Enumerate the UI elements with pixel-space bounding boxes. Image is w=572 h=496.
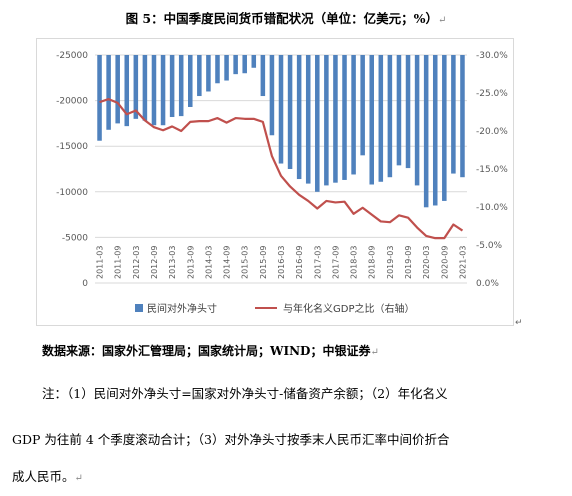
bar — [305, 55, 311, 184]
bar — [124, 55, 130, 127]
x-category-label: 2015-03 — [241, 246, 250, 279]
y-right-tick-label: -15.0% — [476, 165, 508, 175]
note-line-3-text: 成人民币。 — [12, 469, 75, 484]
bar — [242, 55, 247, 74]
note-line-1: 注：（1）民间对外净头寸=国家对外净头寸-储备资产余额；（2）年化名义 — [12, 383, 562, 402]
y-right-tick-label: -20.0% — [476, 127, 508, 137]
bar — [97, 55, 102, 141]
bar — [160, 55, 166, 126]
note-line-2-text: GDP 为往前 4 个季度滚动合计；（3）对外净头寸按季末人民币汇率中间价折合 — [12, 432, 450, 447]
bar — [188, 55, 193, 107]
y-left-tick-label: -15000 — [56, 142, 88, 152]
bar — [278, 55, 284, 164]
paragraph-mark: ↵ — [370, 347, 379, 358]
note-line-2: GDP 为往前 4 个季度滚动合计；（3）对外净头寸按季末人民币汇率中间价折合 — [12, 429, 562, 448]
bar — [378, 55, 384, 182]
x-category-label: 2020-09 — [440, 246, 449, 279]
y-right-tick-label: -25.0% — [476, 89, 508, 99]
legend-swatch-bars — [135, 304, 143, 312]
y-left-tick-label: 0 — [82, 279, 88, 289]
data-source: 数据来源：国家外汇管理局；国家统计局；WIND；中银证券↵ — [42, 342, 379, 359]
x-category-label: 2019-03 — [386, 246, 395, 279]
x-category-label: 2011-09 — [114, 246, 123, 279]
y-right-tick-label: -5.0% — [476, 241, 503, 251]
bar — [405, 55, 411, 169]
x-category-label: 2018-09 — [368, 246, 377, 279]
note-line-1-text: 注：（1）民间对外净头寸=国家对外净头寸-储备资产余额；（2）年化名义 — [42, 386, 448, 401]
bar — [333, 55, 338, 183]
bar — [324, 55, 329, 186]
x-category-label: 2017-03 — [313, 246, 322, 279]
figure-caption: 图 5：中国季度民间货币错配状况（单位：亿美元；%）↵ — [0, 8, 572, 27]
bar — [442, 55, 447, 201]
y-left-tick-label: -20000 — [56, 97, 88, 107]
bar — [233, 55, 238, 75]
x-category-label: 2016-09 — [295, 246, 304, 279]
figure-caption-text: 图 5：中国季度民间货币错配状况（单位：亿美元；%） — [125, 11, 439, 26]
x-category-label: 2014-09 — [223, 246, 232, 279]
legend-label-bars: 民间对外净头寸 — [147, 302, 217, 315]
bar — [106, 55, 111, 130]
bar — [315, 55, 320, 192]
bar — [178, 55, 184, 117]
y-right-tick-label: -10.0% — [476, 203, 508, 213]
bar — [351, 55, 356, 175]
x-category-label: 2012-03 — [132, 246, 141, 279]
bar — [423, 55, 429, 208]
bar — [460, 55, 465, 178]
x-category-label: 2016-03 — [277, 246, 286, 279]
bar — [414, 55, 420, 186]
y-left-tick-label: -5000 — [62, 233, 88, 243]
bar — [142, 55, 148, 121]
bar — [115, 55, 120, 124]
bar — [287, 55, 293, 169]
ratio-line — [99, 97, 464, 240]
x-category-label: 2013-09 — [186, 246, 195, 279]
x-category-label: 2013-03 — [168, 246, 177, 279]
bar — [432, 55, 438, 206]
bar — [206, 55, 211, 92]
legend-label-line: 与年化名义GDP之比（右轴） — [283, 302, 414, 315]
bar — [451, 55, 456, 174]
bar — [215, 55, 220, 84]
bar — [133, 55, 139, 119]
x-category-label: 2012-09 — [150, 246, 159, 279]
data-source-text: 数据来源：国家外汇管理局；国家统计局；WIND；中银证券 — [42, 344, 371, 358]
bar — [269, 55, 275, 136]
y-left-tick-label: -25000 — [56, 51, 88, 61]
bar — [197, 55, 202, 97]
x-category-label: 2018-03 — [350, 246, 359, 279]
bar — [224, 55, 229, 81]
paragraph-mark: ↵ — [74, 473, 83, 484]
bar — [296, 55, 302, 180]
bar — [169, 55, 175, 118]
x-category-label: 2020-03 — [422, 246, 431, 279]
bar — [342, 55, 347, 180]
bar — [387, 55, 393, 178]
bar — [369, 55, 374, 185]
x-category-label: 2021-03 — [458, 246, 467, 279]
x-category-label: 2014-03 — [204, 246, 213, 279]
bar — [396, 55, 402, 166]
bar — [251, 55, 257, 68]
x-category-label: 2011-03 — [96, 246, 105, 279]
y-left-tick-label: -10000 — [56, 188, 88, 198]
y-right-tick-label: 0.0% — [476, 279, 499, 289]
x-category-label: 2019-09 — [404, 246, 413, 279]
note-line-3: 成人民币。↵ — [12, 466, 562, 485]
chart: -25000 -20000 -15000 -10000 -5000 0 -30.0% -25.… — [56, 51, 508, 315]
y-right-tick-label: -30.0% — [476, 51, 508, 61]
bar — [151, 55, 157, 126]
bar — [360, 55, 365, 156]
x-category-label: 2015-09 — [259, 246, 268, 279]
chart-frame: -25000 -20000 -15000 -10000 -5000 0 -30.0% -25.… — [36, 38, 514, 326]
bar — [260, 55, 266, 97]
x-category-label: 2017-09 — [331, 246, 340, 279]
paragraph-mark: ↵ — [438, 15, 447, 26]
corner-paragraph-mark: ↵ — [515, 318, 523, 328]
